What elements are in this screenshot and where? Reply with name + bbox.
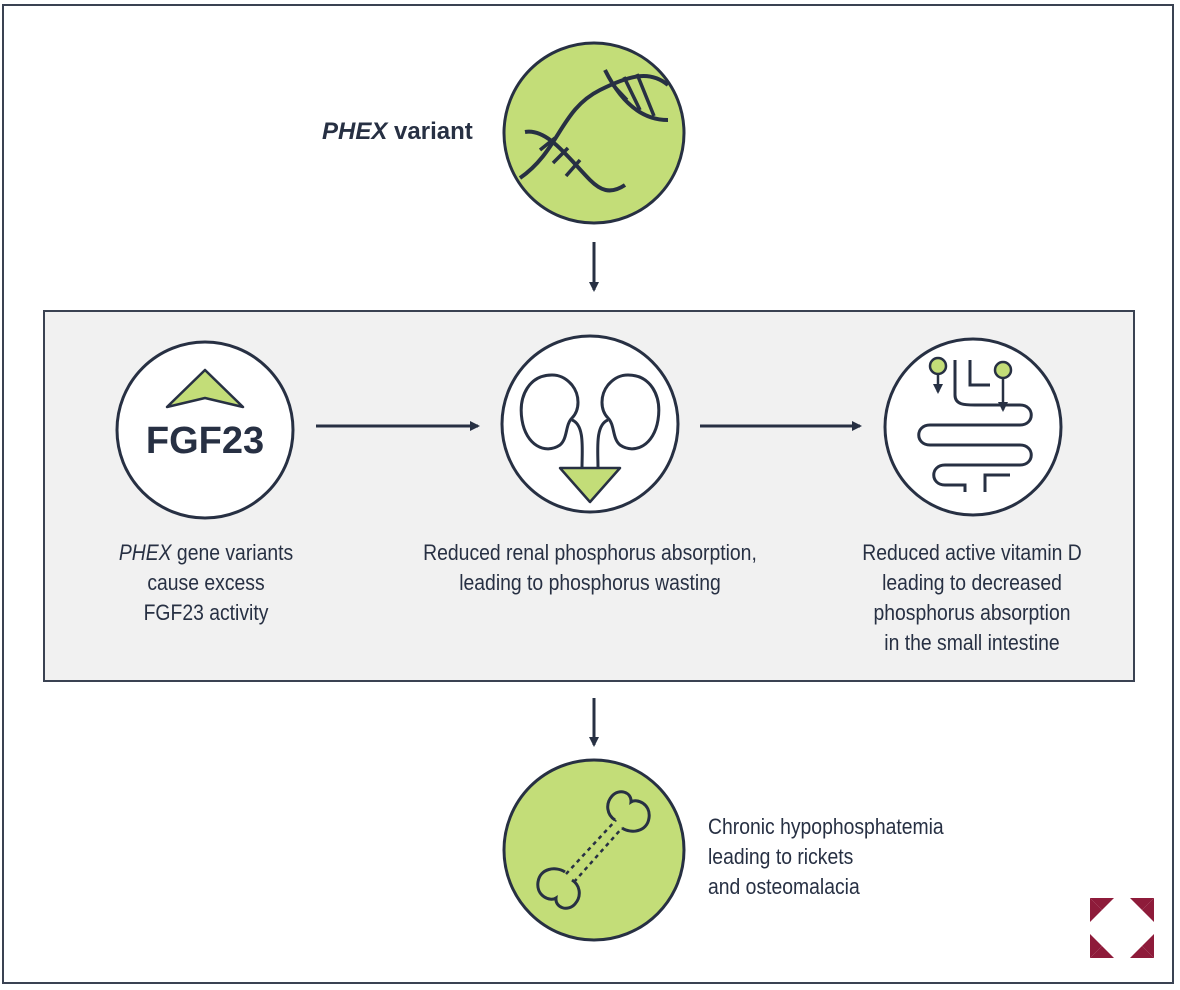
phex-variant-title: PHEX variant [322,118,473,145]
fgf23-up-icon: FGF23 [115,340,295,520]
bone-icon [502,758,686,942]
step-3-caption: Reduced active vitamin D leading to decr… [862,540,1082,655]
outcome-caption: Chronic hypophosphatemia leading to rick… [708,814,944,899]
kidney-down-icon [500,334,680,514]
diagram-frame [2,4,1174,984]
step-2-caption: Reduced renal phosphorus absorption, lea… [423,540,757,595]
step-1-caption: PHEX gene variants cause excess FGF23 ac… [118,540,294,625]
intestine-icon [883,337,1063,517]
fgf23-badge-text: FGF23 [146,420,264,462]
dna-icon [502,41,686,225]
expand-arrows-logo [1090,898,1154,958]
